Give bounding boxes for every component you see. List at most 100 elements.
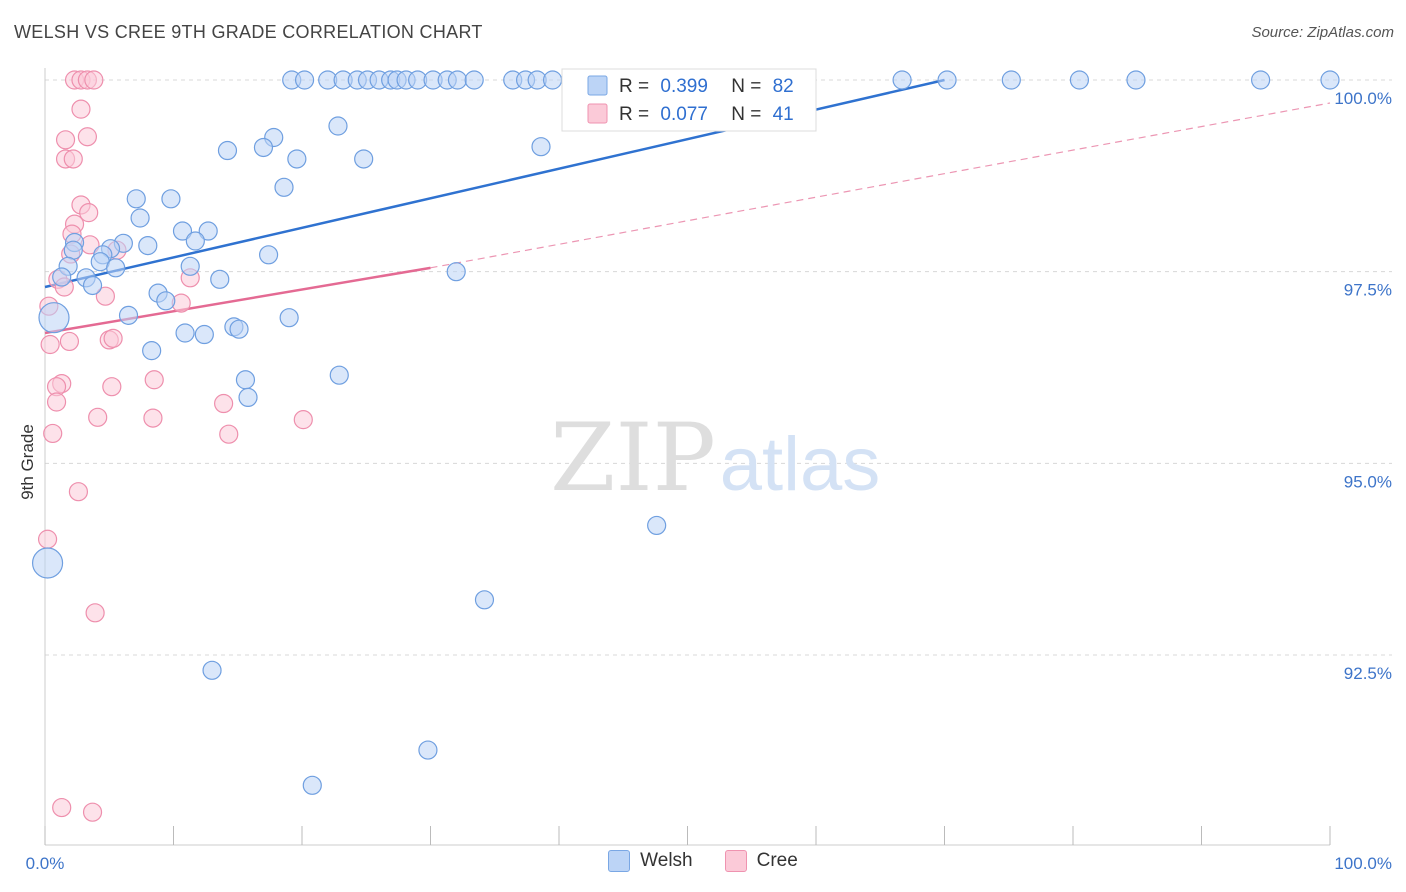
- cree-point: [63, 149, 83, 169]
- welsh-point: [130, 208, 150, 228]
- cree-trend-line-extended: [430, 102, 1331, 269]
- legend-r-label-cree: R =: [619, 104, 649, 125]
- cree-point: [88, 407, 108, 427]
- legend-swatch-welsh: [587, 75, 608, 96]
- legend-r-value-cree: 0.077: [660, 104, 708, 125]
- welsh-point: [328, 116, 348, 136]
- x-tick-label-max: 100.0%: [1334, 854, 1392, 873]
- welsh-point: [329, 365, 349, 385]
- cree-point: [85, 603, 105, 623]
- y-axis-label: 9th Grade: [18, 424, 37, 500]
- welsh-point: [302, 775, 322, 795]
- y-tick-label: 92.5%: [1344, 664, 1392, 683]
- welsh-point: [106, 258, 126, 278]
- welsh-point: [354, 149, 374, 169]
- welsh-point: [258, 245, 279, 265]
- legend-n-value-cree: 41: [773, 104, 794, 125]
- cree-point: [77, 127, 98, 147]
- welsh-point: [126, 189, 146, 209]
- legend-r-value-welsh: 0.399: [660, 76, 708, 97]
- welsh-point: [937, 70, 957, 90]
- welsh-point: [294, 70, 315, 90]
- welsh-point: [474, 590, 495, 610]
- welsh-point: [531, 137, 551, 157]
- welsh-point: [238, 387, 258, 407]
- cree-point: [293, 410, 313, 430]
- legend-swatch-cree-bottom: [724, 850, 747, 872]
- welsh-point: [172, 221, 193, 241]
- legend-bottom: Welsh Cree: [0, 850, 1406, 872]
- welsh-point: [142, 341, 162, 361]
- chart-title: WELSH VS CREE 9TH GRADE CORRELATION CHAR…: [14, 22, 483, 42]
- welsh-point: [118, 305, 139, 325]
- welsh-point: [31, 547, 64, 579]
- cree-point: [214, 393, 234, 414]
- welsh-point: [1126, 70, 1146, 90]
- welsh-point: [82, 275, 103, 296]
- welsh-point: [287, 149, 307, 169]
- welsh-point: [217, 140, 238, 161]
- cree-point: [52, 797, 72, 818]
- cree-point: [79, 203, 99, 223]
- cree-point: [103, 328, 123, 348]
- welsh-point: [185, 231, 205, 251]
- welsh-point: [892, 70, 912, 90]
- welsh-point: [202, 660, 222, 680]
- welsh-point: [447, 70, 468, 90]
- welsh-point: [161, 189, 181, 209]
- legend-swatch-cree: [587, 103, 608, 124]
- welsh-point: [1069, 70, 1090, 90]
- legend-n-label-welsh: N =: [731, 76, 761, 97]
- cree-point: [68, 482, 89, 502]
- cree-point: [37, 529, 58, 549]
- welsh-point: [253, 137, 274, 158]
- watermark-zip: ZIP: [550, 404, 716, 513]
- legend-item-cree[interactable]: Cree: [724, 850, 798, 872]
- cree-point: [43, 423, 63, 444]
- legend-n-value-welsh: 82: [773, 76, 794, 97]
- welsh-point: [542, 70, 563, 90]
- cree-point: [46, 392, 67, 412]
- welsh-point: [279, 308, 299, 328]
- legend-label-welsh: Welsh: [640, 850, 693, 871]
- welsh-point: [210, 269, 230, 289]
- grid-lines: [45, 79, 1392, 656]
- welsh-point: [198, 221, 218, 241]
- cree-trend-line: [44, 266, 431, 335]
- x-tick-label-min: 0.0%: [26, 854, 65, 873]
- watermark-atlas: atlas: [720, 422, 881, 507]
- legend-r-label-welsh: R =: [619, 76, 649, 97]
- cree-point: [143, 408, 163, 428]
- welsh-point: [274, 177, 294, 197]
- welsh-point: [194, 324, 214, 345]
- legend-swatch-welsh-bottom: [608, 850, 631, 872]
- cree-point: [71, 99, 91, 119]
- data-points: [31, 70, 1340, 822]
- y-tick-label: 100.0%: [1334, 89, 1392, 108]
- cree-point: [55, 130, 76, 150]
- welsh-point: [175, 323, 195, 343]
- svg-text:R = 0.399 N =: R = 0.399 N = 82: [619, 76, 794, 97]
- tick-labels: 92.5% 95.0% 97.5% 100.0% 0.0% 100.0%: [26, 89, 1392, 873]
- svg-text:R = 0.077 N =: R = 0.077 N = 41: [619, 104, 794, 125]
- welsh-point: [180, 256, 200, 276]
- welsh-point: [235, 370, 256, 390]
- legend-n-label-cree: N =: [731, 104, 761, 125]
- legend-top: R = 0.399 N = 82 R = 0.077 N = 41: [561, 68, 817, 132]
- legend-item-welsh[interactable]: Welsh: [608, 850, 693, 872]
- welsh-point: [647, 515, 667, 536]
- welsh-point: [418, 740, 438, 760]
- welsh-point: [1320, 70, 1340, 90]
- cree-point: [82, 802, 103, 822]
- cree-point: [219, 424, 239, 444]
- y-tick-label: 95.0%: [1344, 472, 1392, 491]
- welsh-point: [446, 262, 466, 282]
- welsh-point: [1251, 70, 1271, 90]
- welsh-point: [138, 236, 158, 256]
- cree-point: [102, 377, 122, 397]
- cree-point: [40, 334, 60, 355]
- welsh-point: [1001, 70, 1021, 90]
- welsh-point: [63, 240, 83, 260]
- axes: [44, 68, 1331, 846]
